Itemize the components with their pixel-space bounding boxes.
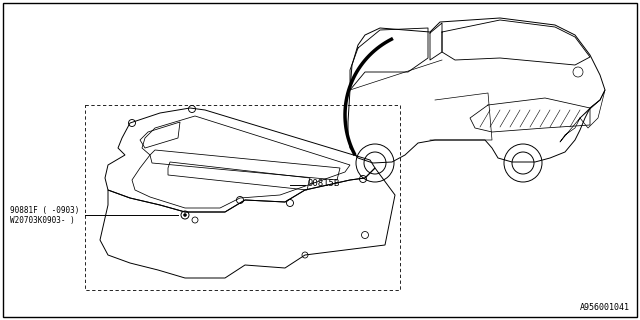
Text: W20703K0903- ): W20703K0903- ) bbox=[10, 217, 75, 226]
Text: 90815B: 90815B bbox=[308, 180, 340, 188]
Text: A956001041: A956001041 bbox=[580, 303, 630, 312]
Circle shape bbox=[184, 213, 186, 217]
Text: 90881F ( -0903): 90881F ( -0903) bbox=[10, 205, 79, 214]
